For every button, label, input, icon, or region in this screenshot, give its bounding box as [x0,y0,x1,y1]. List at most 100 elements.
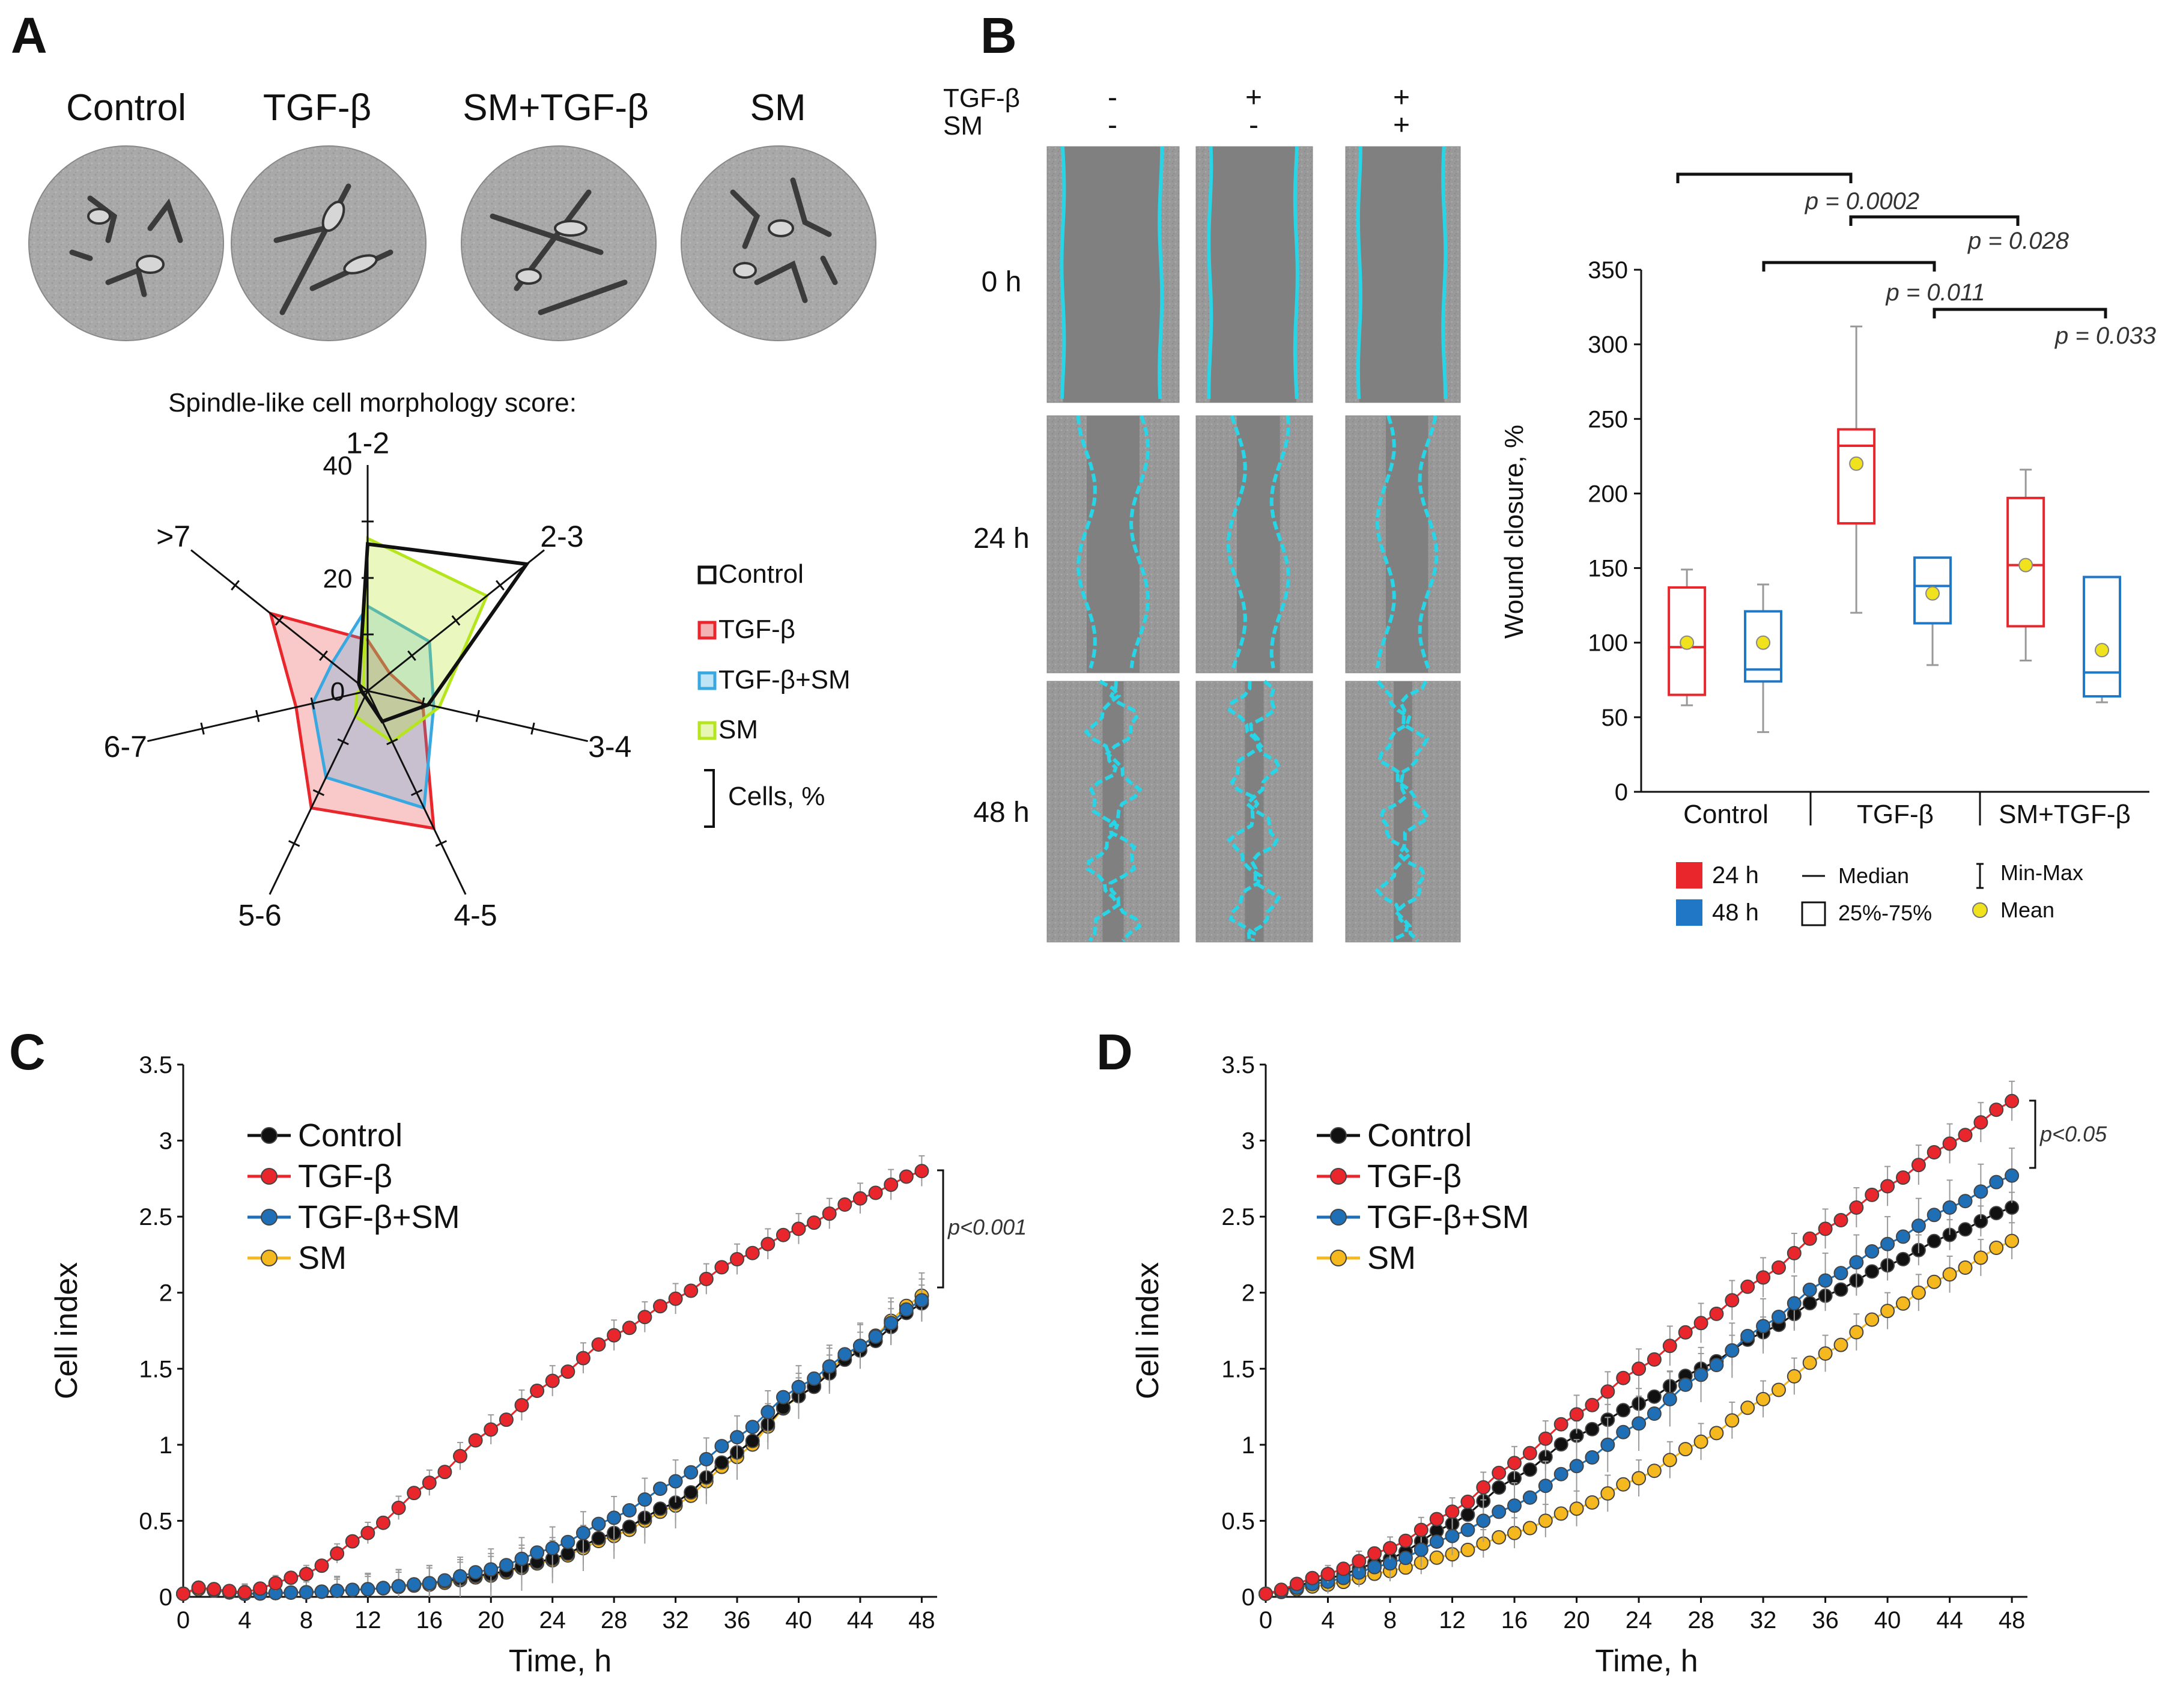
data-point [530,1384,545,1398]
data-point [1647,1352,1662,1367]
data-point [1973,1184,1988,1199]
data-point [1305,1570,1320,1585]
wound-edge [1076,415,1097,669]
data-point [1538,1431,1553,1446]
data-point [776,1227,791,1242]
data-point [1492,1465,1507,1480]
data-point [1522,1462,1537,1477]
data-point [730,1430,744,1445]
data-point [1538,1479,1553,1494]
data-point [1662,1453,1677,1468]
box-iqr [2006,496,2045,628]
radar-tick [200,722,205,735]
data-point [637,1492,652,1507]
data-point [484,1562,499,1577]
data-point [1413,1542,1429,1557]
data-point [1927,1208,1942,1223]
x-tick-label: 16 [416,1607,443,1634]
panel-c: C 00.511.522.533.50 4 8 12 16 20 24 28 32 36 40 44 4… [9,1024,1027,1679]
box-mean [2095,643,2110,658]
data-point [1989,1175,2004,1190]
data-point [837,1347,852,1362]
legend-label: Control [1367,1117,1472,1153]
data-point [1942,1267,1957,1282]
data-point [345,1534,360,1549]
radar-tick-label: 40 [323,451,353,481]
data-point [1896,1296,1910,1311]
data-point [1911,1158,1926,1173]
data-point [761,1236,776,1251]
data-point [1709,1358,1724,1372]
data-point [1616,1403,1631,1418]
radar-axis-label: 2-3 [540,520,583,553]
radar-tick [435,840,448,847]
radar-tick [319,650,328,661]
x-tick-label: 20 [478,1607,505,1634]
data-point [1802,1355,1817,1370]
x-tick-label: 44 [847,1607,874,1634]
data-point [852,1191,867,1206]
data-point [468,1565,483,1580]
data-point [2005,1093,2020,1108]
data-point [1569,1501,1584,1516]
data-point [1538,1513,1553,1528]
radar-chart: 1-2 2-3 3-4 4-5 5-6 6-7 >7 0 20 40 [104,426,632,932]
y-tick-label: 2.5 [1221,1204,1255,1230]
panel-d: D 00.511.522.533.50 4 8 12 16 20 24 28 32 36 40 44 4… [1096,1024,2107,1679]
legend-swatch-sm [697,721,717,740]
time-label: 48 h [973,797,1029,828]
legend-label: Min-Max [2000,860,2083,885]
legend-label: TGF-β [298,1158,392,1194]
wound-edge [1269,415,1290,669]
mark: - [1108,109,1117,141]
data-point [1896,1170,1910,1185]
wound-gap [1063,147,1161,403]
data-point [622,1503,637,1518]
x-tick-label: 0 [177,1607,190,1634]
legend-marker [261,1250,278,1266]
data-point [745,1245,760,1260]
legend-mean-dot [1972,902,1988,918]
data-point [560,1364,575,1379]
legend-label: TGF-β+SM [1367,1199,1529,1235]
data-point [684,1283,699,1298]
data-point [1678,1325,1693,1340]
data-point [1989,1206,2004,1221]
radar-tick [255,710,260,722]
pvalue-bracket [1849,215,2020,226]
data-point [1413,1522,1429,1537]
y-tick-label: 100 [1588,630,1628,657]
pvalue-bracket [2029,1099,2036,1169]
box-legend: 24 h 48 h Median 25%-75% Min-Max Mean [1676,860,2083,926]
data-point [345,1582,360,1597]
micrograph-image [681,145,876,341]
mark: + [1245,82,1262,114]
data-point [1958,1260,1973,1275]
data-point [591,1516,606,1531]
data-point [1678,1442,1693,1457]
data-point [761,1405,776,1420]
y-tick-label: 3.5 [139,1052,172,1078]
wound-edge [1158,146,1164,400]
legend-swatch-24h [1676,862,1702,889]
wound-gap [1102,681,1124,942]
y-tick-label: 3 [159,1128,172,1155]
radar-tick [386,738,398,746]
data-point [1818,1346,1833,1361]
data-point [1693,1316,1708,1331]
data-point [468,1433,483,1448]
data-point [699,1451,714,1466]
wound-edge [1441,146,1448,400]
data-point [1616,1370,1631,1385]
data-point [1942,1136,1957,1151]
legend-iqr-box [1801,901,1826,926]
data-point [407,1577,422,1592]
legend-label: Median [1838,863,1909,888]
data-point [1833,1213,1848,1227]
x-tick-label: 16 [1501,1607,1528,1634]
y-axis-label: Cell index [1131,1262,1165,1399]
data-point [1973,1250,1988,1265]
data-point [1585,1421,1600,1436]
radar-tick [420,697,425,710]
radar-tick [288,840,300,847]
